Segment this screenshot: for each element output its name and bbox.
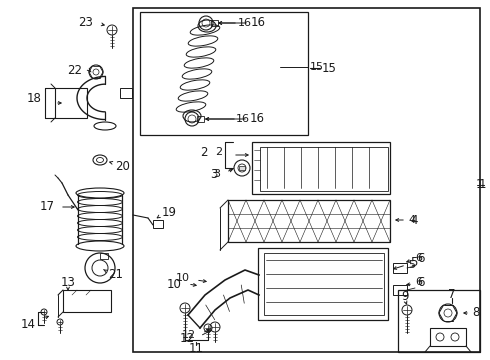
Text: 17: 17 xyxy=(40,201,55,213)
Text: 13: 13 xyxy=(61,275,75,288)
Text: 1: 1 xyxy=(479,179,486,192)
Text: 18: 18 xyxy=(27,91,42,104)
Text: 16: 16 xyxy=(238,18,252,28)
Bar xyxy=(63,290,111,312)
Text: 22: 22 xyxy=(67,63,82,77)
Text: 23: 23 xyxy=(78,15,93,28)
Bar xyxy=(430,328,466,346)
Text: 5: 5 xyxy=(410,256,417,269)
Text: 2: 2 xyxy=(215,147,222,157)
Text: 2: 2 xyxy=(200,145,208,158)
Text: 16: 16 xyxy=(236,114,250,124)
Text: 11: 11 xyxy=(189,342,203,355)
Text: 3: 3 xyxy=(211,167,218,180)
Text: 1: 1 xyxy=(476,179,484,192)
Text: 16: 16 xyxy=(251,17,266,30)
Text: 6: 6 xyxy=(417,275,424,288)
Text: 20: 20 xyxy=(115,159,130,172)
Text: 6: 6 xyxy=(415,253,422,263)
Bar xyxy=(393,263,407,273)
Bar xyxy=(100,253,108,259)
Text: 9: 9 xyxy=(401,289,409,302)
Bar xyxy=(264,253,384,315)
Bar xyxy=(258,248,388,320)
Text: 4: 4 xyxy=(408,215,415,225)
Bar xyxy=(120,88,132,98)
Text: 10: 10 xyxy=(176,273,190,283)
Text: 4: 4 xyxy=(410,213,417,226)
Text: 10: 10 xyxy=(167,278,182,291)
Bar xyxy=(393,285,407,295)
Text: 8: 8 xyxy=(472,306,479,320)
Text: 15: 15 xyxy=(310,62,324,72)
Bar xyxy=(260,147,388,191)
Bar xyxy=(211,20,218,26)
Bar xyxy=(398,290,480,352)
Text: 12: 12 xyxy=(180,332,195,345)
Text: 6: 6 xyxy=(415,277,422,287)
Text: 21: 21 xyxy=(108,267,123,280)
Bar xyxy=(228,200,390,242)
Text: 15: 15 xyxy=(322,62,337,75)
Text: 5: 5 xyxy=(408,260,415,270)
Text: 7: 7 xyxy=(448,288,456,301)
Text: 6: 6 xyxy=(417,252,424,265)
Text: 16: 16 xyxy=(250,112,265,126)
Bar xyxy=(55,88,87,118)
Text: 3: 3 xyxy=(213,169,220,179)
Bar xyxy=(140,12,308,135)
Bar xyxy=(239,166,245,170)
Bar xyxy=(153,220,163,228)
Bar xyxy=(252,142,390,194)
Text: 19: 19 xyxy=(162,207,177,220)
Text: 14: 14 xyxy=(21,319,36,332)
Text: 12: 12 xyxy=(182,330,196,340)
Bar xyxy=(133,8,480,352)
Bar xyxy=(197,116,204,122)
